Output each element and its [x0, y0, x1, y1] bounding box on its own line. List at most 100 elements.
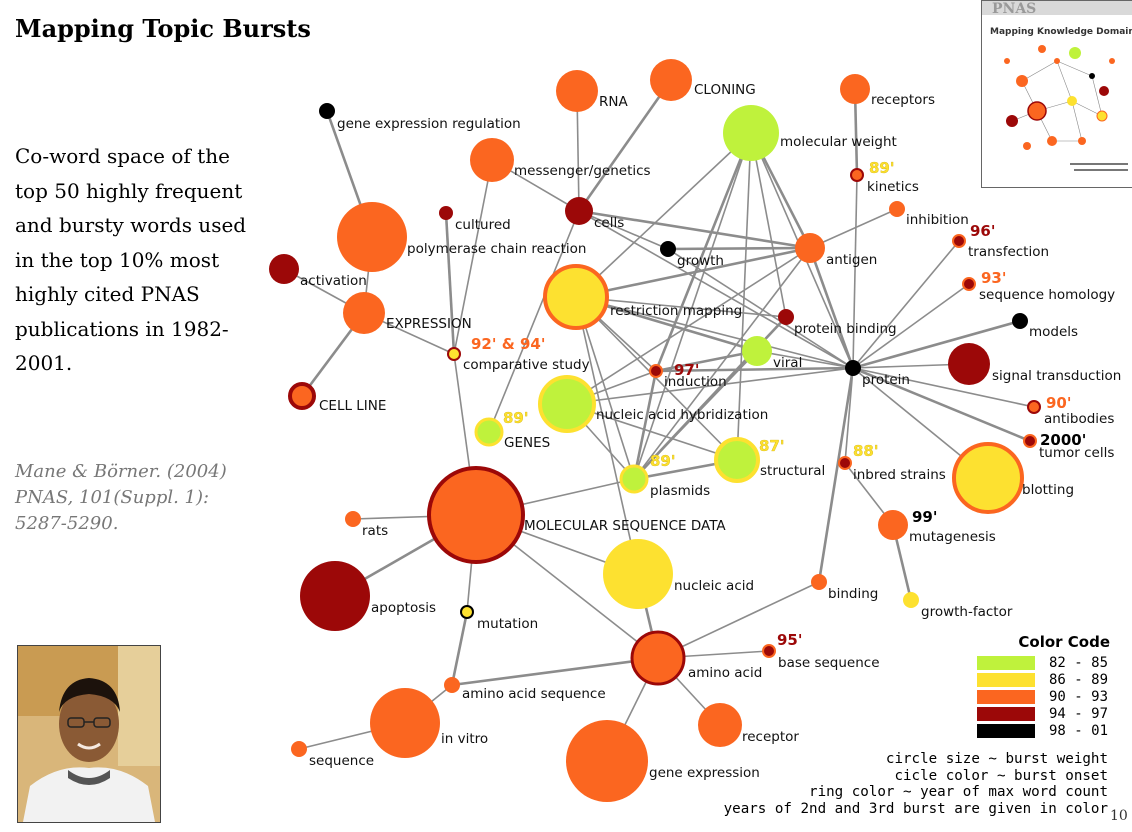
burst-year-label: 90'	[1046, 394, 1071, 412]
node-circle	[838, 456, 852, 470]
node-viral: viral	[742, 336, 802, 371]
burst-year-label: 88'	[853, 442, 878, 460]
node-label: messenger/genetics	[514, 163, 651, 179]
node-circle	[470, 138, 514, 182]
node-circle	[878, 510, 908, 540]
note-line: years of 2nd and 3rd burst are given in …	[723, 800, 1108, 817]
network-edge	[575, 296, 787, 318]
node-restriction-mapping: restriction mapping	[543, 264, 742, 330]
node-label: blotting	[1022, 482, 1074, 498]
node-growth: growth	[660, 241, 724, 269]
legend-label: 94 - 97	[1049, 705, 1109, 722]
node-antigen: antigen	[795, 233, 877, 268]
node-circle	[845, 360, 861, 376]
node-label: growth-factor	[921, 604, 1013, 620]
node-circle	[337, 202, 407, 272]
node-label: mutation	[477, 616, 538, 632]
node-rats: rats	[345, 511, 388, 539]
network-edge	[667, 248, 854, 369]
node-label: nucleic acid	[674, 578, 754, 594]
legend-item: 82 - 85	[960, 654, 1110, 671]
node-circle	[447, 347, 461, 361]
network-edge	[655, 366, 854, 373]
node-inbred-strains: inbred strains 88'	[838, 442, 946, 483]
network-edge	[655, 349, 758, 373]
node-circle	[723, 105, 779, 161]
node-binding: binding	[811, 574, 878, 602]
node-rna: RNA	[556, 70, 628, 112]
node-circle	[962, 277, 976, 291]
node-label: signal transduction	[992, 368, 1121, 384]
burst-year-label: 99'	[912, 508, 937, 526]
node-circle	[850, 168, 864, 182]
node-circle	[1012, 313, 1028, 329]
node-label: amino acid	[688, 665, 762, 681]
node-circle	[714, 437, 760, 483]
node-circle	[952, 442, 1024, 514]
burst-year-label: 96'	[970, 222, 995, 240]
node-label: cultured	[455, 217, 511, 233]
network-edge	[852, 319, 1021, 370]
node-gene-expression: gene expression	[566, 720, 760, 802]
note-line: cicle color ~ burst onset	[894, 767, 1108, 784]
node-label: sequence	[309, 753, 374, 769]
legend-swatch-orange	[977, 689, 1035, 704]
burst-year-label: 89'	[869, 159, 894, 177]
node-circle	[427, 466, 525, 564]
node-blotting: blotting	[952, 442, 1074, 514]
legend-label: 98 - 01	[1049, 722, 1109, 739]
node-mutagenesis: mutagenesis 99'	[878, 508, 996, 545]
node-circle	[1023, 434, 1037, 448]
node-label: induction	[664, 374, 727, 390]
node-apoptosis: apoptosis	[300, 561, 436, 631]
network-edge	[817, 367, 855, 583]
node-label: in vitro	[441, 731, 488, 747]
node-circle	[319, 103, 335, 119]
node-label: viral	[773, 355, 802, 371]
node-circle	[698, 703, 742, 747]
node-circle	[538, 375, 596, 433]
node-label: cells	[594, 215, 624, 231]
node-circle	[343, 292, 385, 334]
legend-swatch-yellow	[977, 672, 1035, 687]
network-edge	[566, 367, 854, 405]
node-inhibition: inhibition	[889, 201, 969, 228]
node-circle	[649, 364, 663, 378]
burst-year-label: 89'	[503, 409, 528, 427]
node-expression: EXPRESSION	[343, 292, 472, 334]
node-label: RNA	[599, 94, 628, 110]
legend-label: 86 - 89	[1049, 671, 1109, 688]
node-molecular-weight: molecular weight	[723, 105, 897, 161]
node-circle	[952, 234, 966, 248]
network-edge	[633, 247, 811, 480]
node-circle	[660, 241, 676, 257]
network-edge	[488, 210, 580, 433]
description-text: Co-word space of the top 50 highly frequ…	[15, 144, 247, 375]
node-label: nucleic acid hybridization	[596, 407, 768, 423]
node-label: base sequence	[778, 655, 880, 671]
node-circle	[795, 233, 825, 263]
node-circle	[742, 336, 772, 366]
legend-label: 82 - 85	[1049, 654, 1109, 671]
network-edge	[575, 296, 854, 369]
network-edge	[852, 283, 970, 369]
node-models: models	[1012, 313, 1078, 340]
node-label: EXPRESSION	[386, 316, 472, 332]
network-edge	[632, 370, 658, 480]
author-portrait	[17, 645, 161, 823]
node-circle	[778, 309, 794, 325]
network-edge	[852, 367, 1035, 408]
node-label: antigen	[826, 252, 877, 268]
node-protein-binding: protein binding	[778, 309, 897, 337]
node-label: CLONING	[694, 82, 756, 98]
network-edge	[633, 350, 758, 480]
node-circle	[556, 70, 598, 112]
node-circle	[1027, 400, 1041, 414]
node-mutation: mutation	[460, 605, 538, 632]
node-label: polymerase chain reaction	[407, 241, 586, 257]
network-edge	[578, 210, 669, 250]
node-nucleic-acid: nucleic acid	[603, 539, 754, 609]
node-circle	[840, 74, 870, 104]
